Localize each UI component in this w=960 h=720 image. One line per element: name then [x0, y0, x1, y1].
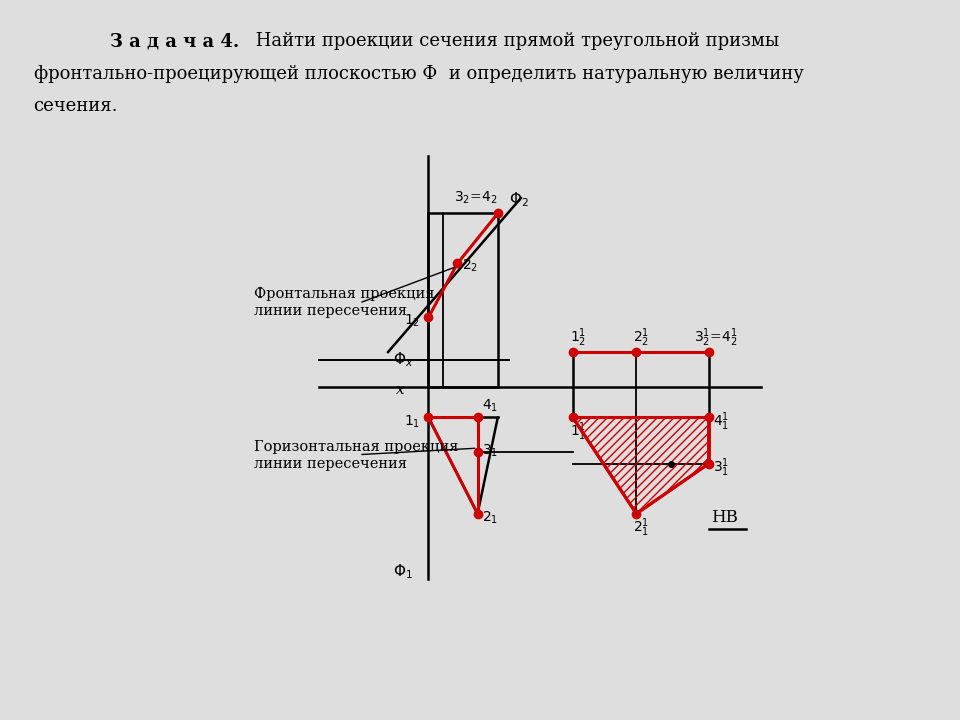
Text: $3_2^1$=$4_2^1$: $3_2^1$=$4_2^1$ [694, 327, 737, 349]
Text: линии пересечения: линии пересечения [254, 456, 407, 471]
Text: $\Phi_2$: $\Phi_2$ [510, 190, 529, 209]
Text: $3_2$=$4_2$: $3_2$=$4_2$ [454, 190, 498, 206]
Text: $1_2^1$: $1_2^1$ [570, 327, 587, 349]
Text: $3_1$: $3_1$ [482, 442, 498, 459]
Text: $2_2$: $2_2$ [462, 258, 478, 274]
Text: $2_2^1$: $2_2^1$ [634, 327, 650, 349]
Text: $\Phi_x$: $\Phi_x$ [393, 351, 413, 369]
Text: $\Phi_1$: $\Phi_1$ [393, 562, 413, 581]
Text: сечения.: сечения. [34, 97, 118, 115]
Text: $1_1$: $1_1$ [404, 413, 420, 430]
Text: $2_1$: $2_1$ [482, 510, 498, 526]
Text: НВ: НВ [711, 509, 738, 526]
Text: $3_1^1$: $3_1^1$ [713, 456, 730, 479]
Text: x: x [396, 383, 405, 397]
Text: $4_1$: $4_1$ [482, 397, 498, 414]
Text: $4_1^1$: $4_1^1$ [713, 410, 730, 433]
Text: фронтально-проецирующей плоскостью Ф  и определить натуральную величину: фронтально-проецирующей плоскостью Ф и о… [34, 65, 804, 83]
Text: линии пересечения: линии пересечения [254, 305, 407, 318]
Text: Найти проекции сечения прямой треугольной призмы: Найти проекции сечения прямой треугольно… [250, 32, 779, 50]
Text: Горизонтальная проекция: Горизонтальная проекция [254, 440, 459, 454]
Text: Фронтальная проекция: Фронтальная проекция [254, 287, 435, 301]
Text: З а д а ч а 4.: З а д а ч а 4. [110, 32, 240, 50]
Text: $1_1^1$: $1_1^1$ [570, 420, 587, 443]
Text: $2_1^1$: $2_1^1$ [634, 516, 650, 539]
Text: $1_2$: $1_2$ [404, 313, 420, 330]
